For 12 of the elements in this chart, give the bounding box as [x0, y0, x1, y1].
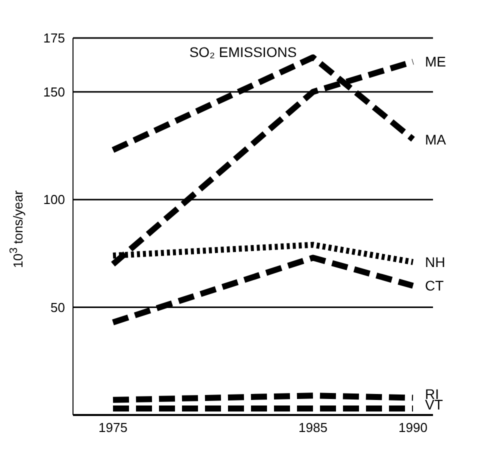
y-tick-label: 50 [50, 300, 65, 315]
series-label: CT [425, 278, 444, 294]
x-tick-label: 1985 [298, 420, 328, 436]
x-tick-label: 1975 [98, 420, 128, 436]
series-label: MA [425, 131, 447, 148]
y-tick-label: 150 [43, 84, 65, 100]
series-label: NH [425, 254, 446, 270]
y-tick-label: 100 [43, 192, 65, 208]
y-tick-label: 175 [43, 30, 65, 46]
series-label: ME [425, 54, 446, 70]
chart-title: SO₂ EMISSIONS [189, 44, 297, 60]
x-tick-label: 1990 [398, 420, 428, 436]
